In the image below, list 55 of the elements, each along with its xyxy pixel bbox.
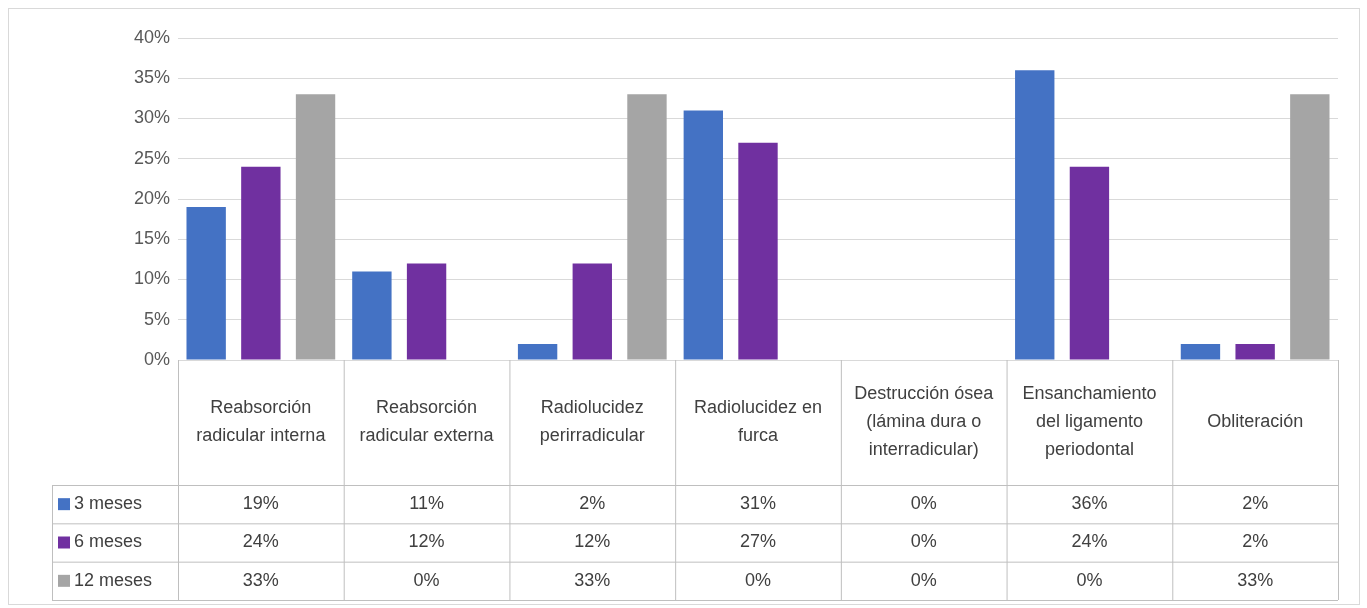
data-label: 0% bbox=[910, 493, 937, 514]
bar bbox=[1180, 343, 1221, 360]
data-label: 12% bbox=[574, 531, 611, 552]
data-label: 33% bbox=[574, 569, 611, 590]
bar bbox=[683, 110, 723, 360]
bar bbox=[572, 263, 612, 360]
y-tick-label: 0% bbox=[143, 348, 170, 369]
data-label: 2% bbox=[1242, 493, 1269, 514]
x-tick-label: Radiolucidez en furca bbox=[693, 397, 823, 446]
data-label: 2% bbox=[1242, 531, 1269, 552]
bar bbox=[1235, 343, 1275, 360]
bar bbox=[627, 94, 667, 360]
bar bbox=[1069, 166, 1110, 360]
data-label: 31% bbox=[739, 493, 777, 514]
x-tick-label: Radiolucidez perirradicular bbox=[539, 397, 645, 446]
data-label: 0% bbox=[744, 569, 772, 590]
data-label: 0% bbox=[910, 569, 937, 590]
x-tick-label: Destrucción ósea (lámina dura o interradicular) bbox=[854, 383, 995, 460]
x-tick-label: Ensanchamiento del ligamento periodontal bbox=[1022, 383, 1157, 460]
legend-label: 3 meses bbox=[74, 493, 143, 514]
bar bbox=[1290, 94, 1330, 360]
y-tick-label: 25% bbox=[133, 147, 170, 168]
y-tick-label: 10% bbox=[133, 268, 170, 289]
data-label: 0% bbox=[413, 569, 440, 590]
y-tick-label: 30% bbox=[133, 107, 170, 128]
bar bbox=[352, 271, 392, 360]
y-tick-label: 40% bbox=[133, 26, 170, 47]
legend-label: 12 meses bbox=[74, 569, 153, 590]
data-label: 24% bbox=[1071, 531, 1108, 552]
data-label: 11% bbox=[409, 493, 444, 514]
y-tick-label: 35% bbox=[133, 67, 170, 88]
data-label: 24% bbox=[242, 531, 279, 552]
y-tick-label: 5% bbox=[143, 308, 170, 329]
bar bbox=[517, 343, 558, 360]
data-label: 2% bbox=[579, 493, 606, 514]
data-label: 36% bbox=[1071, 493, 1108, 514]
bar bbox=[186, 207, 226, 360]
y-tick-label: 20% bbox=[133, 187, 170, 208]
legend-label: 6 meses bbox=[74, 531, 143, 552]
bar bbox=[1015, 70, 1055, 360]
bar bbox=[738, 142, 778, 360]
data-label: 19% bbox=[242, 493, 279, 514]
x-tick-label: Reabsorción radicular interna bbox=[196, 397, 327, 446]
data-label: 0% bbox=[910, 531, 937, 552]
bar bbox=[406, 263, 447, 360]
y-tick-label: 15% bbox=[133, 228, 170, 249]
data-label: 0% bbox=[1076, 569, 1103, 590]
data-label: 33% bbox=[1237, 569, 1274, 590]
bar bbox=[241, 166, 281, 360]
bar bbox=[295, 94, 336, 360]
data-label: 27% bbox=[739, 531, 777, 552]
data-label: 33% bbox=[242, 569, 279, 590]
data-label: 12% bbox=[408, 531, 445, 552]
x-tick-label: Obliteración bbox=[1207, 411, 1304, 432]
x-tick-label: Reabsorción radicular externa bbox=[359, 397, 495, 446]
